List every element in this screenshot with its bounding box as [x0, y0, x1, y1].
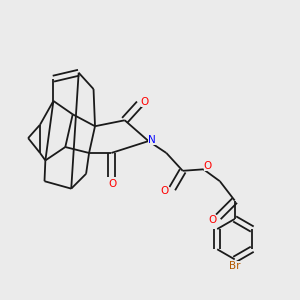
Text: O: O [108, 179, 116, 189]
Text: Br: Br [229, 261, 241, 271]
Text: N: N [148, 135, 156, 145]
Text: O: O [161, 186, 169, 196]
Text: O: O [208, 215, 217, 225]
Text: O: O [204, 161, 212, 171]
Text: O: O [141, 97, 149, 106]
